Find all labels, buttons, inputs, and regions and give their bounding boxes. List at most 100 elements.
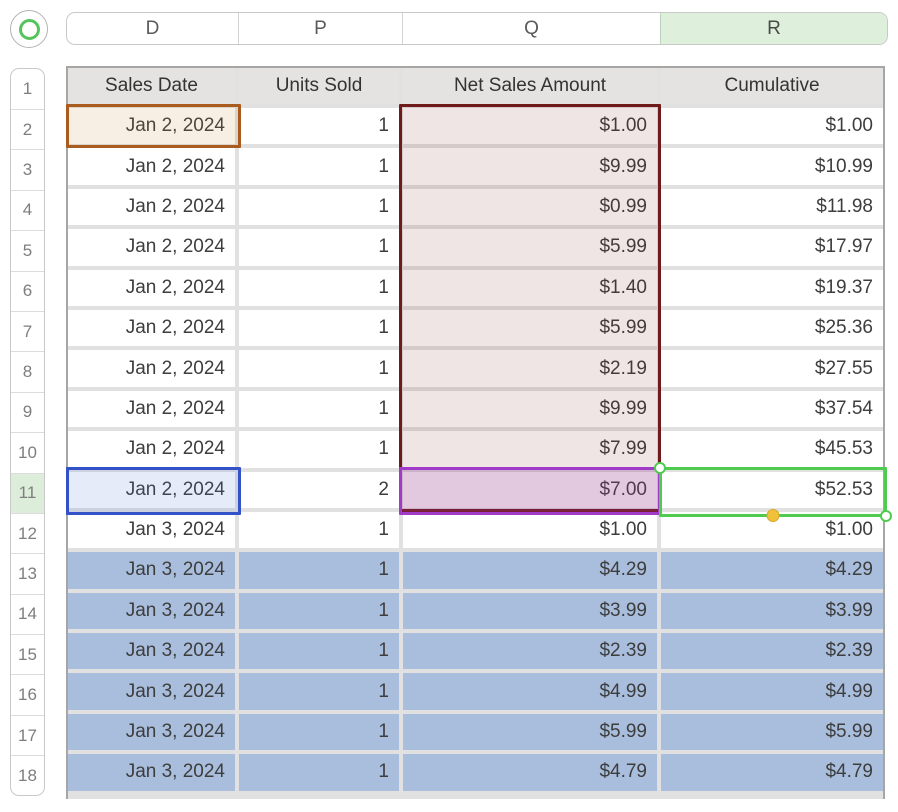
cell-P5[interactable]: 1 xyxy=(239,229,399,266)
cell-Q6[interactable]: $1.40 xyxy=(403,269,657,306)
cell-Q15[interactable]: $2.39 xyxy=(403,633,657,670)
cell-D9[interactable]: Jan 2, 2024 xyxy=(68,390,235,428)
cell-D3[interactable]: Jan 2, 2024 xyxy=(68,148,235,185)
cell-P18[interactable]: 1 xyxy=(239,754,399,791)
cell-Q4[interactable]: $0.99 xyxy=(403,188,657,226)
cell-D17[interactable]: Jan 3, 2024 xyxy=(68,713,235,751)
cell-P7[interactable]: 1 xyxy=(239,309,399,347)
row-number-11[interactable]: 11 xyxy=(11,472,44,513)
row-number-5[interactable]: 5 xyxy=(11,230,44,270)
row-number-1[interactable]: 1 xyxy=(22,79,33,98)
cell-R13[interactable]: $4.29 xyxy=(661,552,883,589)
sheet-table: Sales Date Units Sold Net Sales Amount Cumu… xyxy=(66,66,892,802)
row-number-16[interactable]: 16 xyxy=(11,674,44,714)
cell-P6[interactable]: 1 xyxy=(239,269,399,306)
cell-P12[interactable]: 1 xyxy=(239,511,399,549)
cell-R8[interactable]: $27.55 xyxy=(661,350,883,387)
cell-Q13[interactable]: $4.29 xyxy=(403,552,657,589)
cell-D13[interactable]: Jan 3, 2024 xyxy=(68,552,235,589)
cell-Q3[interactable]: $9.99 xyxy=(403,148,657,185)
cell-P10[interactable]: 1 xyxy=(239,431,399,468)
cell-D7[interactable]: Jan 2, 2024 xyxy=(68,309,235,347)
cell-Q10[interactable]: $7.99 xyxy=(403,431,657,468)
header-cell-D1[interactable]: Sales Date xyxy=(68,68,235,104)
select-all-table-button[interactable] xyxy=(10,10,48,48)
cell-Q5[interactable]: $5.99 xyxy=(403,229,657,266)
cell-R2[interactable]: $1.00 xyxy=(661,108,883,145)
column-header-strip: D P Q R xyxy=(66,12,888,45)
row-number-9[interactable]: 9 xyxy=(11,391,44,432)
cell-P2[interactable]: 1 xyxy=(239,108,399,145)
cell-D6[interactable]: Jan 2, 2024 xyxy=(68,269,235,306)
cell-R10[interactable]: $45.53 xyxy=(661,431,883,468)
cell-Q8[interactable]: $2.19 xyxy=(403,350,657,387)
cell-D4[interactable]: Jan 2, 2024 xyxy=(68,188,235,226)
cell-Q9[interactable]: $9.99 xyxy=(403,390,657,428)
row-number-6[interactable]: 6 xyxy=(11,270,44,311)
row-number-12[interactable]: 12 xyxy=(11,512,44,553)
cell-P14[interactable]: 1 xyxy=(239,592,399,630)
cell-R15[interactable]: $2.39 xyxy=(661,633,883,670)
cell-P9[interactable]: 1 xyxy=(239,390,399,428)
cell-R12[interactable]: $1.00 xyxy=(661,511,883,549)
cell-D18[interactable]: Jan 3, 2024 xyxy=(68,754,235,791)
cell-Q2[interactable]: $1.00 xyxy=(403,108,657,145)
cell-R6[interactable]: $19.37 xyxy=(661,269,883,306)
header-cell-P1[interactable]: Units Sold xyxy=(239,68,399,104)
column-header-q[interactable]: Q xyxy=(402,13,660,44)
header-cell-Q1[interactable]: Net Sales Amount xyxy=(403,68,657,104)
cell-D12[interactable]: Jan 3, 2024 xyxy=(68,511,235,549)
row-number-3[interactable]: 3 xyxy=(11,149,44,189)
column-header-r[interactable]: R xyxy=(660,13,887,44)
cell-P13[interactable]: 1 xyxy=(239,552,399,589)
cell-P17[interactable]: 1 xyxy=(239,713,399,751)
cell-D11[interactable]: Jan 2, 2024 xyxy=(68,471,235,508)
row-number-13[interactable]: 13 xyxy=(11,553,44,593)
cell-R4[interactable]: $11.98 xyxy=(661,188,883,226)
cell-Q12[interactable]: $1.00 xyxy=(403,511,657,549)
row-number-strip: 1 2 3 4 5 6 7 8 9 10 11 12 13 14 15 16 17 18 xyxy=(10,68,45,796)
cell-R16[interactable]: $4.99 xyxy=(661,673,883,710)
row-number-8[interactable]: 8 xyxy=(11,351,44,391)
row-number-14[interactable]: 14 xyxy=(11,593,44,634)
column-header-d[interactable]: D xyxy=(145,17,160,39)
row-number-2[interactable]: 2 xyxy=(11,109,44,149)
cell-R3[interactable]: $10.99 xyxy=(661,148,883,185)
cell-Q11[interactable]: $7.00 xyxy=(403,471,657,508)
cell-P8[interactable]: 1 xyxy=(239,350,399,387)
cell-P11[interactable]: 2 xyxy=(239,471,399,508)
cell-R11[interactable]: $52.53 xyxy=(661,471,883,508)
row-number-18[interactable]: 18 xyxy=(11,755,44,795)
cell-Q17[interactable]: $5.99 xyxy=(403,713,657,751)
cell-D16[interactable]: Jan 3, 2024 xyxy=(68,673,235,710)
select-all-circle-icon xyxy=(18,18,40,40)
cell-Q7[interactable]: $5.99 xyxy=(403,309,657,347)
cell-P4[interactable]: 1 xyxy=(239,188,399,226)
cell-D5[interactable]: Jan 2, 2024 xyxy=(68,229,235,266)
cell-R7[interactable]: $25.36 xyxy=(661,309,883,347)
cell-R17[interactable]: $5.99 xyxy=(661,713,883,751)
row-number-10[interactable]: 10 xyxy=(11,432,44,472)
cell-D14[interactable]: Jan 3, 2024 xyxy=(68,592,235,630)
cell-D10[interactable]: Jan 2, 2024 xyxy=(68,431,235,468)
cell-R18[interactable]: $4.79 xyxy=(661,754,883,791)
row-number-7[interactable]: 7 xyxy=(11,310,44,351)
cell-R5[interactable]: $17.97 xyxy=(661,229,883,266)
cell-D2[interactable]: Jan 2, 2024 xyxy=(68,108,235,145)
cell-D15[interactable]: Jan 3, 2024 xyxy=(68,633,235,670)
cell-Q16[interactable]: $4.99 xyxy=(403,673,657,710)
row-number-17[interactable]: 17 xyxy=(11,714,44,755)
cell-P3[interactable]: 1 xyxy=(239,148,399,185)
header-cell-R1[interactable]: Cumulative xyxy=(661,68,883,104)
cell-Q14[interactable]: $3.99 xyxy=(403,592,657,630)
cell-Q18[interactable]: $4.79 xyxy=(403,754,657,791)
column-header-p[interactable]: P xyxy=(238,13,402,44)
cell-R9[interactable]: $37.54 xyxy=(661,390,883,428)
row-number-15[interactable]: 15 xyxy=(11,634,44,674)
cell-R14[interactable]: $3.99 xyxy=(661,592,883,630)
cell-P16[interactable]: 1 xyxy=(239,673,399,710)
row-number-4[interactable]: 4 xyxy=(11,189,44,230)
table-grid: Sales Date Units Sold Net Sales Amount Cumu… xyxy=(66,66,885,799)
cell-P15[interactable]: 1 xyxy=(239,633,399,670)
cell-D8[interactable]: Jan 2, 2024 xyxy=(68,350,235,387)
